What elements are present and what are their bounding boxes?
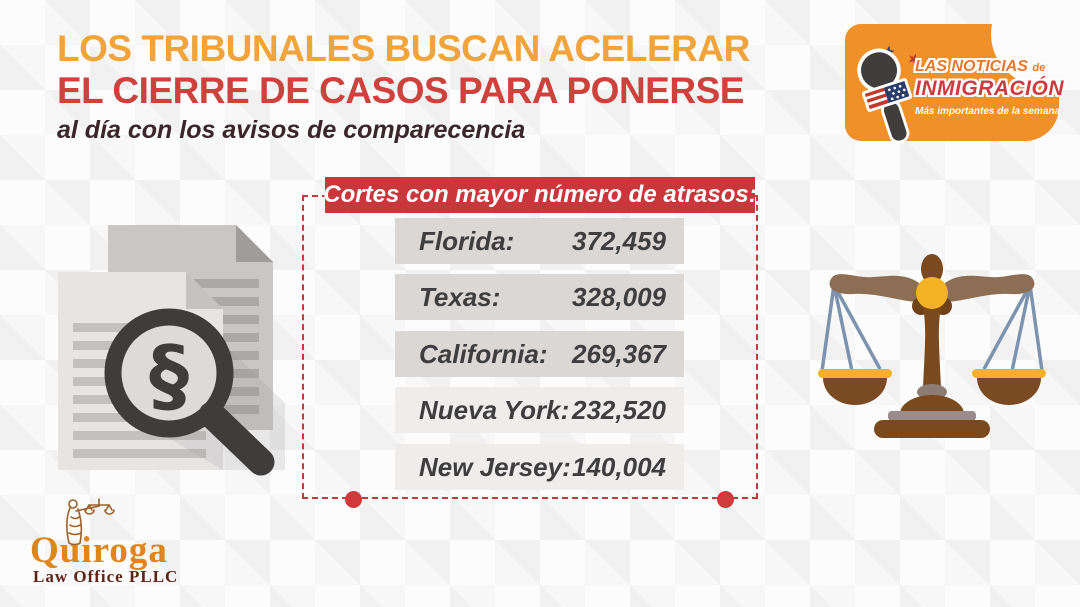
badge-title-line2: INMIGRACIÓN	[915, 77, 1064, 100]
row-label: New Jersey:	[419, 451, 571, 482]
scale-strings	[820, 284, 1044, 372]
lady-justice-icon	[66, 498, 115, 546]
table-row: New Jersey: 140,004	[395, 444, 684, 490]
scale-bowl-right	[972, 369, 1046, 405]
row-value: 328,009	[572, 281, 666, 312]
table-row: Florida: 372,459	[395, 218, 684, 264]
logo-name: Quiroga	[30, 530, 168, 571]
magnifier-section-icon: §	[104, 308, 275, 476]
scale-base	[874, 395, 990, 438]
scales-of-justice-icon	[818, 254, 1046, 438]
row-value: 140,004	[572, 451, 666, 482]
news-badge: ★ ★ ★ LAS NOTICIAS de	[845, 0, 1080, 144]
row-value: 372,459	[572, 225, 666, 256]
scale-bowl-left	[818, 369, 892, 405]
badge-text-block: LAS NOTICIAS de INMIGRACIÓN Más importan…	[915, 58, 1064, 117]
headline-line2: EL CIERRE DE CASOS PARA PONERSE	[57, 70, 744, 111]
microphone-icon	[857, 48, 913, 144]
table-header: Cortes con mayor número de atrasos:	[323, 177, 757, 213]
badge-title-de: de	[1032, 62, 1046, 74]
headline-subtitle: al día con los avisos de comparecencia	[57, 116, 526, 144]
row-label: Florida:	[419, 225, 515, 256]
quiroga-logo: Quiroga Law Office PLLC	[30, 497, 220, 589]
headline-block: LOS TRIBUNALES BUSCAN ACELERAR EL CIERRE…	[57, 28, 817, 145]
frame-dot-right	[717, 491, 734, 508]
documents-with-magnifier-icon: §	[58, 225, 285, 476]
badge-tagline: Más importantes de la semana	[915, 106, 1061, 117]
frame-dot-left	[345, 491, 362, 508]
badge-title-line1: LAS NOTICIAS de	[915, 58, 1057, 76]
logo-subtitle: Law Office PLLC	[33, 567, 179, 586]
headline-line1: LOS TRIBUNALES BUSCAN ACELERAR	[57, 28, 750, 69]
section-symbol: §	[149, 329, 189, 422]
row-label: California:	[419, 338, 548, 369]
table-row: California: 269,367	[395, 331, 684, 377]
row-value: 232,520	[572, 394, 666, 425]
table-row: Texas: 328,009	[395, 274, 684, 320]
table-row: Nueva York: 232,520	[395, 387, 684, 433]
row-label: Nueva York:	[419, 394, 570, 425]
row-label: Texas:	[419, 281, 501, 312]
badge-title-main: LAS NOTICIAS	[915, 58, 1028, 75]
row-value: 269,367	[572, 338, 666, 369]
